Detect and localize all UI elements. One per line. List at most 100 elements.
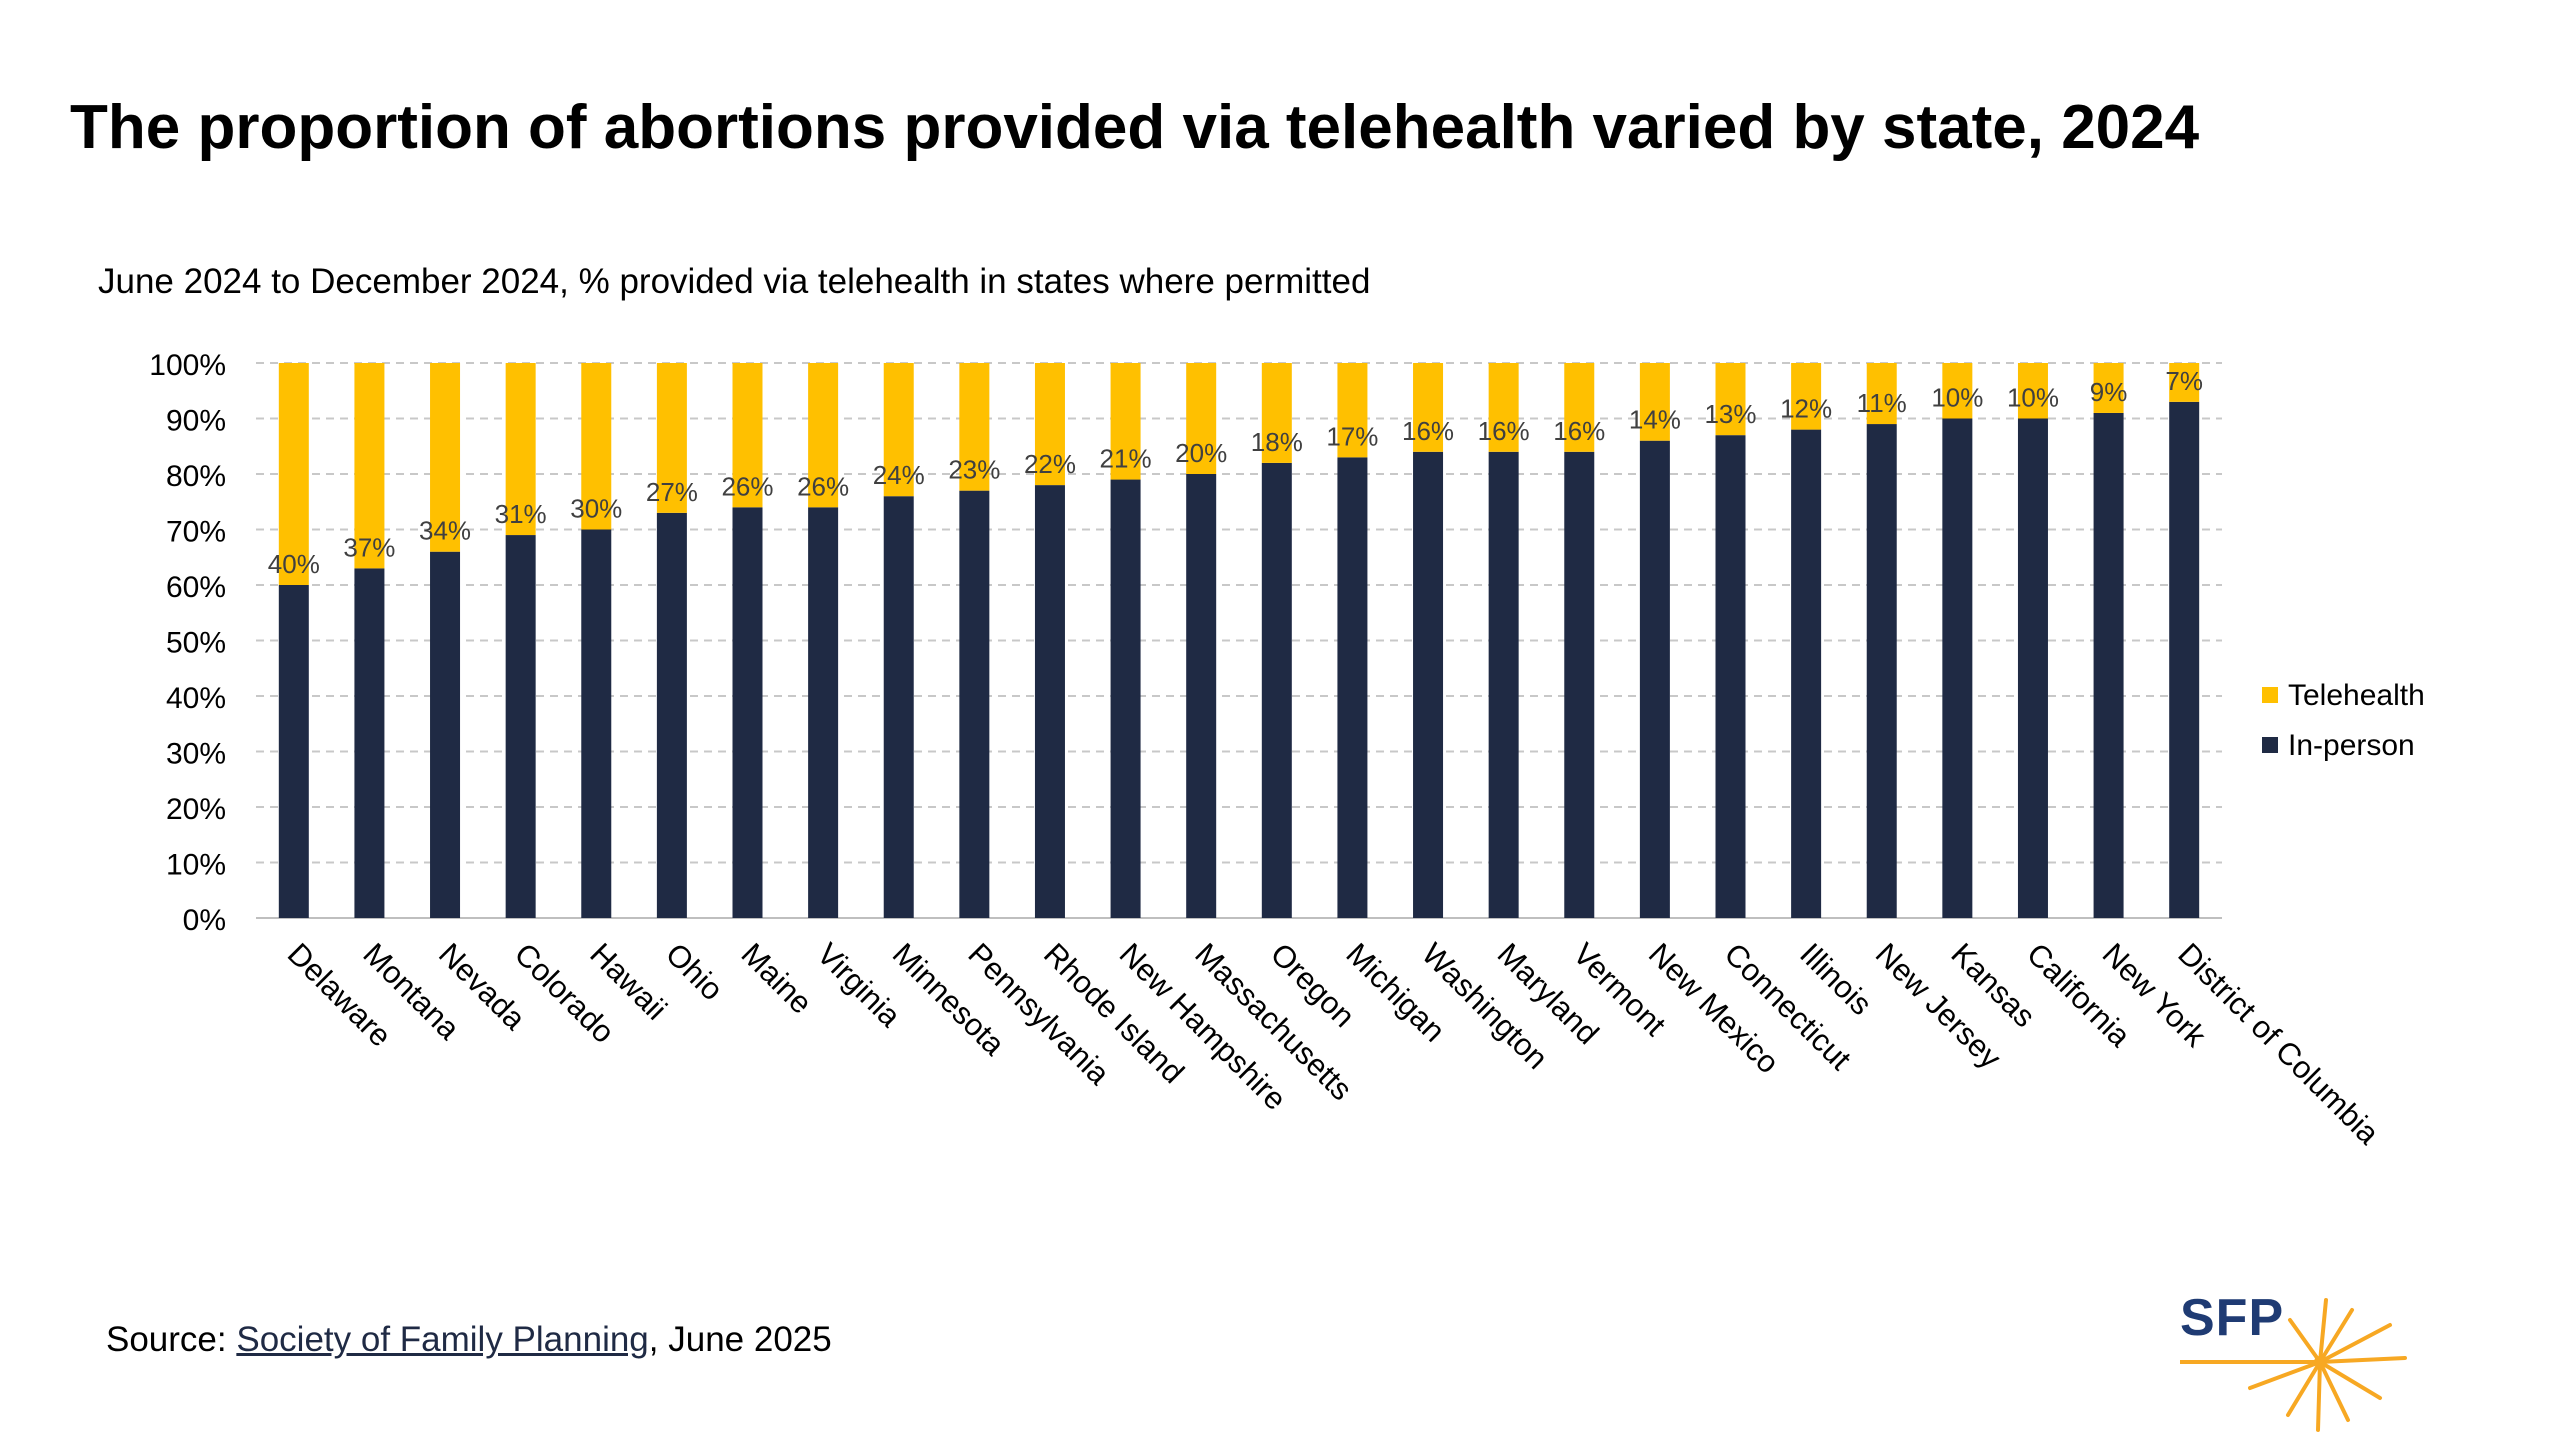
y-tick-label: 10% — [166, 849, 226, 882]
bar-in-person — [2169, 401, 2200, 919]
bar-telehealth — [1866, 363, 1897, 425]
data-label: 14% — [1629, 405, 1681, 435]
bar-telehealth — [1337, 363, 1368, 458]
data-label: 34% — [419, 516, 471, 546]
data-label: 7% — [2165, 366, 2203, 396]
sunburst-icon — [2180, 1298, 2407, 1432]
data-label: 23% — [948, 455, 1000, 485]
x-category-label: Maine — [735, 936, 819, 1020]
data-label: 16% — [1553, 416, 1605, 446]
bar-in-person — [1261, 462, 1292, 918]
bar-in-person — [1488, 451, 1519, 918]
x-category-label: District of Columbia — [2171, 936, 2386, 1151]
bar-telehealth — [430, 363, 461, 552]
bar-in-person — [1413, 451, 1444, 918]
y-tick-label: 30% — [166, 738, 226, 771]
y-tick-label: 40% — [166, 682, 226, 715]
bar-telehealth — [1564, 363, 1595, 452]
data-label: 18% — [1251, 427, 1303, 457]
data-label: 40% — [268, 549, 320, 579]
bar-in-person — [354, 568, 385, 918]
bar-telehealth — [2017, 363, 2048, 419]
y-tick-label: 90% — [166, 405, 226, 438]
bar-in-person — [1866, 424, 1897, 918]
bar-telehealth — [354, 363, 385, 569]
y-tick-label: 80% — [166, 460, 226, 493]
bar-in-person — [959, 490, 990, 918]
bar-telehealth — [883, 363, 914, 497]
bar-in-person — [2093, 412, 2124, 918]
data-label: 27% — [646, 477, 698, 507]
bar-telehealth — [808, 363, 839, 508]
legend-swatch — [2262, 687, 2278, 703]
chart-title: The proportion of abortions provided via… — [70, 93, 2200, 162]
bar-in-person — [1791, 429, 1822, 918]
y-tick-label: 20% — [166, 793, 226, 826]
bar-telehealth — [1942, 363, 1973, 419]
data-label: 13% — [1704, 399, 1756, 429]
data-label: 24% — [873, 460, 925, 490]
bar-in-person — [278, 585, 309, 918]
sfp-logo: SFP — [2180, 1280, 2410, 1450]
y-tick-label: 70% — [166, 516, 226, 549]
bar-in-person — [808, 507, 839, 918]
bar-telehealth — [1715, 363, 1746, 436]
data-label: 17% — [1326, 421, 1378, 451]
bar-telehealth — [959, 363, 990, 491]
bar-in-person — [1715, 435, 1746, 918]
chart-subtitle: June 2024 to December 2024, % provided v… — [98, 262, 1371, 301]
bar-telehealth — [732, 363, 763, 508]
bar-in-person — [883, 496, 914, 918]
bar-in-person — [1639, 440, 1670, 918]
bar-in-person — [505, 535, 536, 918]
bar-in-person — [1564, 451, 1595, 918]
bar-in-person — [1186, 474, 1217, 918]
bar-in-person — [430, 551, 461, 918]
bar-telehealth — [505, 363, 536, 536]
data-label: 10% — [1931, 383, 1983, 413]
bar-in-person — [732, 507, 763, 918]
bar-telehealth — [1261, 363, 1292, 463]
data-label: 12% — [1780, 394, 1832, 424]
legend-label: In-person — [2288, 729, 2415, 762]
bar-telehealth — [1791, 363, 1822, 430]
data-label: 26% — [721, 471, 773, 501]
y-tick-label: 50% — [166, 627, 226, 660]
bar-in-person — [1337, 457, 1368, 918]
data-label: 20% — [1175, 438, 1227, 468]
bar-telehealth — [2169, 363, 2200, 402]
data-label: 31% — [495, 499, 547, 529]
bar-telehealth — [2093, 363, 2124, 413]
data-label: 9% — [2090, 377, 2128, 407]
bar-telehealth — [1034, 363, 1065, 486]
data-label: 16% — [1402, 416, 1454, 446]
legend-swatch — [2262, 737, 2278, 753]
bar-telehealth — [278, 363, 309, 585]
source-link[interactable]: Society of Family Planning — [236, 1320, 649, 1359]
bar-in-person — [581, 529, 612, 918]
bar-telehealth — [581, 363, 612, 530]
y-tick-label: 100% — [149, 349, 226, 382]
bar-telehealth — [1639, 363, 1670, 441]
bar-in-person — [1942, 418, 1973, 918]
bar-in-person — [656, 512, 687, 918]
bar-telehealth — [656, 363, 687, 513]
data-label: 22% — [1024, 449, 1076, 479]
y-tick-label: 0% — [183, 904, 226, 937]
bar-telehealth — [1110, 363, 1141, 480]
source-suffix: , June 2025 — [648, 1320, 832, 1359]
source-prefix: Source: — [106, 1320, 237, 1359]
source-note: Source: Society of Family Planning, June… — [106, 1320, 832, 1360]
data-label: 37% — [343, 532, 395, 562]
x-category-label: Virginia — [810, 936, 908, 1034]
bar-telehealth — [1186, 363, 1217, 474]
data-label: 30% — [570, 494, 622, 524]
bar-telehealth — [1488, 363, 1519, 452]
data-label: 26% — [797, 471, 849, 501]
bar-in-person — [2017, 418, 2048, 918]
bar-in-person — [1034, 485, 1065, 918]
bar-telehealth — [1413, 363, 1444, 452]
logo-text: SFP — [2180, 1289, 2285, 1347]
data-label: 21% — [1100, 444, 1152, 474]
